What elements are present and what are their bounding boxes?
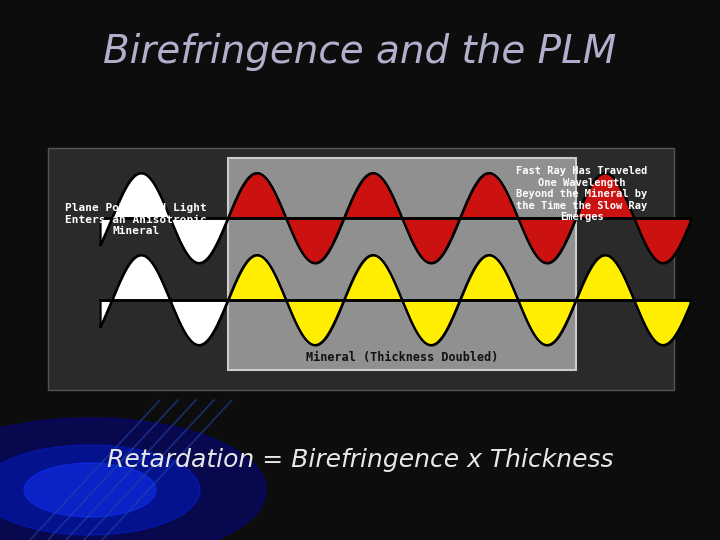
Text: Retardation = Birefringence x Thickness: Retardation = Birefringence x Thickness xyxy=(107,448,613,472)
Text: Mineral (Thickness Doubled): Mineral (Thickness Doubled) xyxy=(306,352,498,365)
Text: Birefringence and the PLM: Birefringence and the PLM xyxy=(104,33,616,71)
Text: Fast Ray Has Traveled
One Wavelength
Beyond the Mineral by
the Time the Slow Ray: Fast Ray Has Traveled One Wavelength Bey… xyxy=(516,166,647,222)
Ellipse shape xyxy=(0,445,200,535)
Ellipse shape xyxy=(24,463,156,517)
Bar xyxy=(228,158,576,370)
Ellipse shape xyxy=(0,418,266,540)
Text: Plane Polarized Light
Enters an Anisotropic
Mineral: Plane Polarized Light Enters an Anisotro… xyxy=(65,203,207,237)
Bar xyxy=(48,148,674,390)
